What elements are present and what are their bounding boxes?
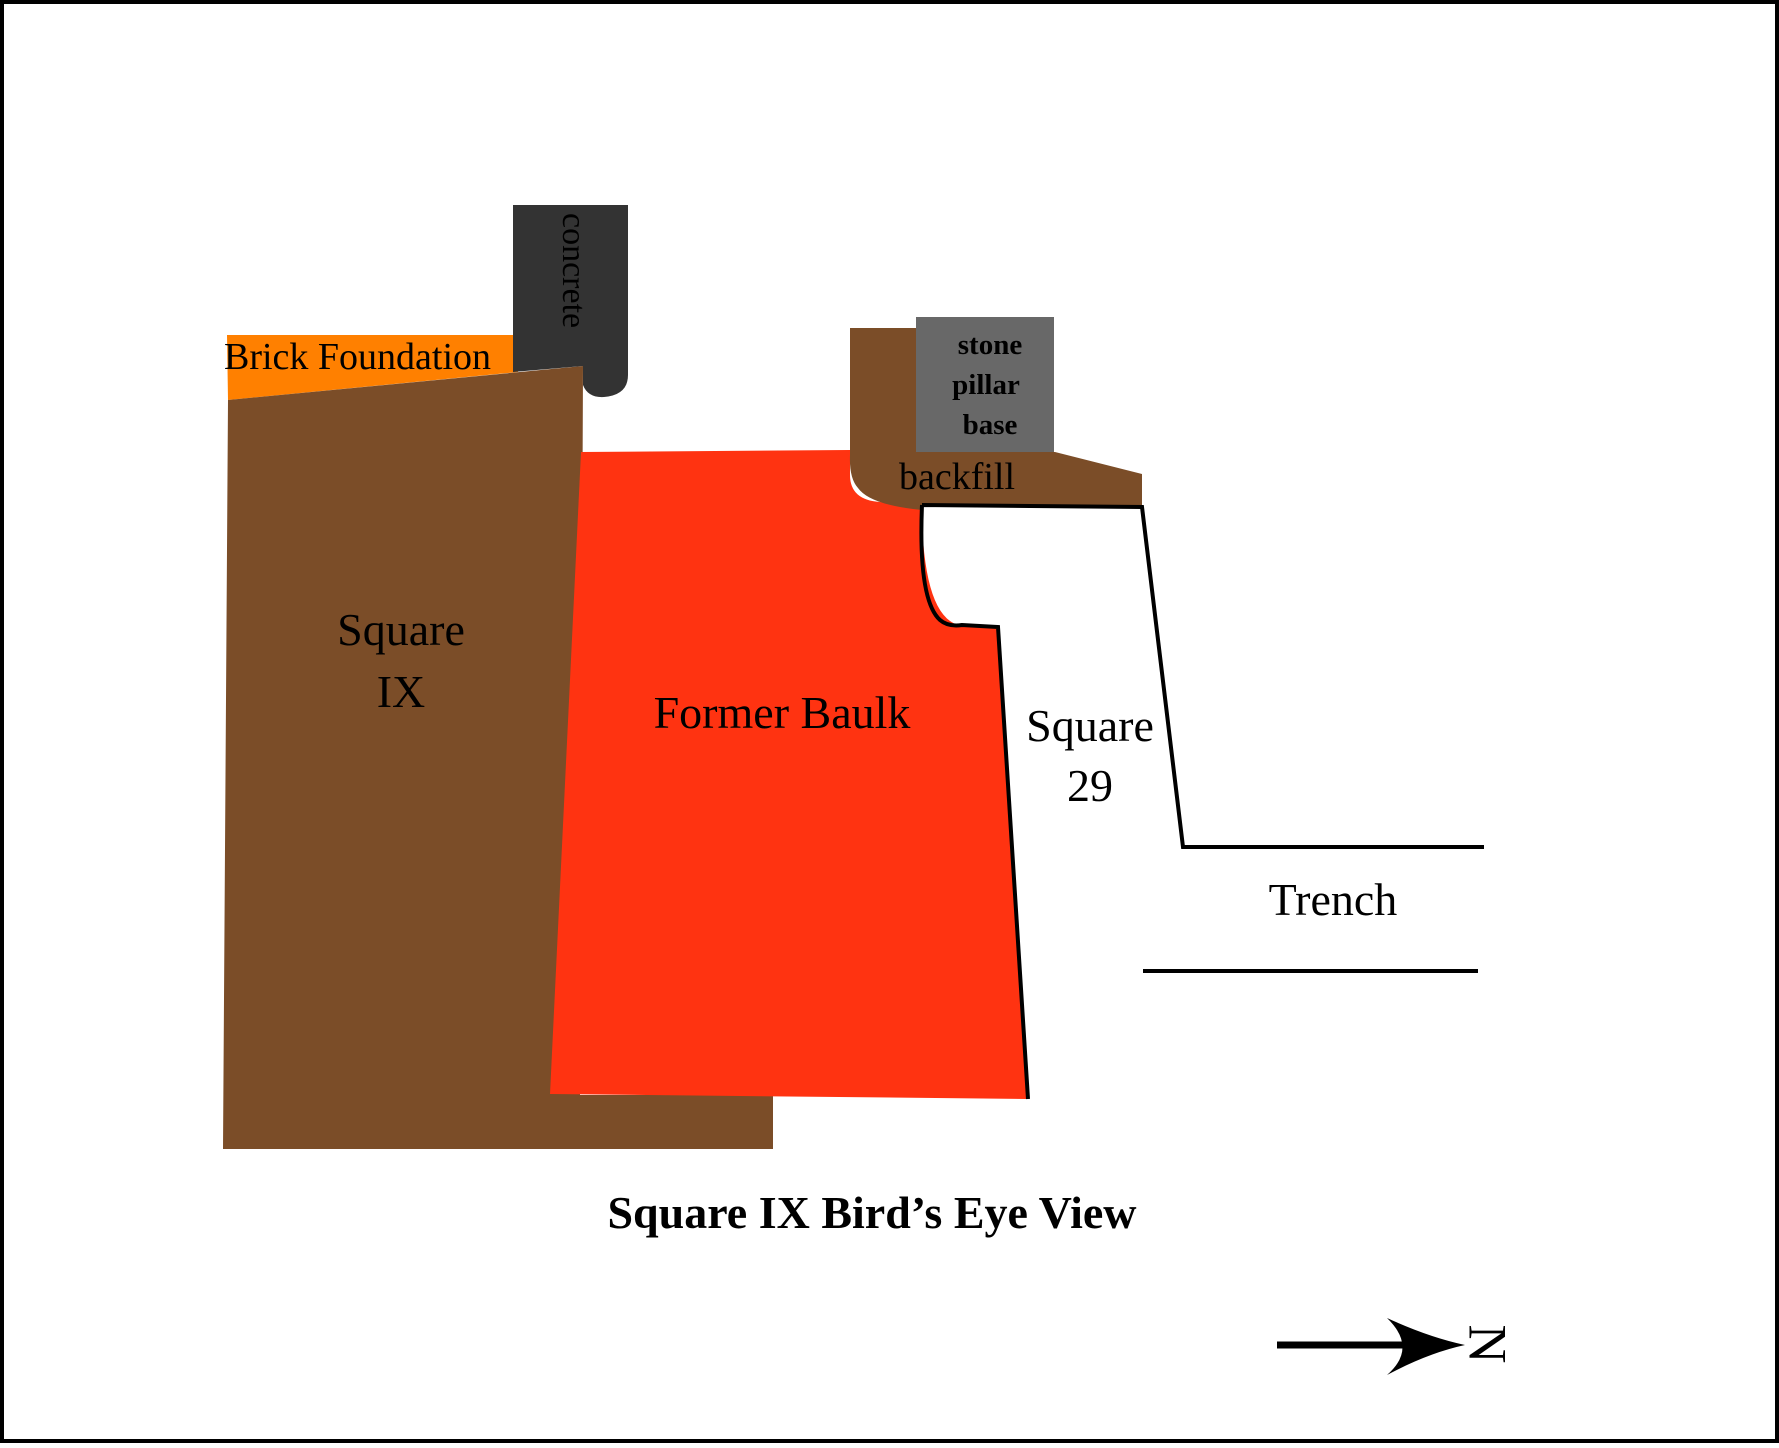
- backfill-area: [849, 328, 1142, 510]
- square-ix-area: [223, 366, 773, 1149]
- concrete-block: [513, 205, 628, 398]
- brick-foundation-label: Brick Foundation: [224, 336, 491, 378]
- stone-pillar-label-line1: stone: [958, 329, 1023, 361]
- backfill-label: backfill: [899, 456, 1015, 498]
- square-ix-label-line1: Square: [337, 604, 465, 655]
- square-29-label-line2: 29: [1067, 760, 1113, 811]
- diagram-title: Square IX Bird’s Eye View: [607, 1187, 1136, 1238]
- square-29-outline: [919, 503, 1484, 1100]
- former-baulk-area: [550, 450, 1028, 1099]
- stone-pillar-label-line2: pillar: [952, 369, 1020, 401]
- north-label: N: [1458, 1325, 1518, 1364]
- stone-pillar-base: [916, 317, 1054, 452]
- trench-label: Trench: [1269, 874, 1398, 925]
- brick-foundation-area: [227, 335, 518, 400]
- square-ix-label-line2: IX: [377, 666, 426, 717]
- arrow-right-icon: [1277, 1318, 1465, 1375]
- square-29-label-line1: Square: [1026, 700, 1154, 751]
- former-baulk-label: Former Baulk: [654, 687, 911, 738]
- stone-pillar-label-line3: base: [963, 409, 1018, 441]
- concrete-label: concrete: [555, 213, 592, 328]
